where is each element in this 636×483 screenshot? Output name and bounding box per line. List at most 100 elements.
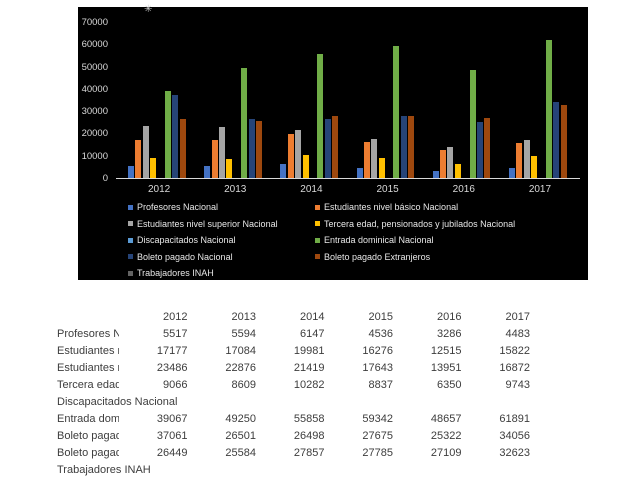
value-cell: 27675 [362,430,393,442]
table-row: Discapacitados Nacional [57,394,530,411]
legend-label: Trabajadores INAH [137,268,214,279]
y-axis-tick-label: 0 [102,173,108,184]
value-cell [188,394,257,411]
legend-marker [315,204,320,210]
bar [477,121,484,178]
bar-slot [218,22,226,178]
bar [400,116,407,178]
row-label-cell: Boleto pagado Nacional [57,430,119,442]
value-cell: 32623 [499,447,530,459]
bar [135,139,142,178]
bar [393,45,400,178]
bar [128,165,134,178]
bar-slot [363,22,371,178]
value-cell: 34056 [499,430,530,442]
bar [179,119,186,178]
bar [324,118,331,178]
value-cell: 22876 [225,362,256,374]
value-cell: 48657 [430,413,462,425]
value-cell: 23486 [156,362,188,374]
bar-slot [317,22,324,178]
value-cell: 37061 [156,430,188,442]
value-cell: 26498 [293,430,325,442]
x-axis-line [116,178,580,179]
value-cell: 27857 [293,447,325,459]
legend-label: Profesores Nacional [137,202,219,213]
legend-item: Profesores Nacional [128,202,315,212]
bar [302,155,309,178]
bar-slot [164,22,172,178]
bar-slot [179,22,187,178]
value-cell: 8609 [231,379,256,391]
bar-slot [386,22,393,178]
value-cell: 21419 [293,362,325,374]
value-cell: 55858 [293,413,325,425]
bar-slot [226,22,233,178]
value-cell: 12515 [430,345,462,357]
bar-slot [172,22,179,178]
bar-slot [492,22,499,178]
value-cell: 17084 [225,345,256,357]
bar-slot [545,22,553,178]
y-axis-tick-label: 60000 [81,39,108,51]
value-cell: 5594 [231,328,256,340]
value-cell: 15822 [499,345,530,357]
bar-group [502,22,578,178]
bar [211,139,218,178]
y-axis-tick-label: 70000 [81,17,108,28]
table-row: Entrada dominical Nacional 39067 49250 5585… [57,411,530,428]
bar-slot [310,22,317,178]
y-axis-tick-label: 50000 [81,61,108,73]
bar [484,117,491,178]
value-cell: 27109 [430,447,462,459]
bar-slot [234,22,241,178]
value-cell: 6350 [437,379,462,391]
table-row: Profesores Nacional 5517 5594 6147 4536 3286 4… [57,326,530,343]
bar [363,141,370,178]
table-corner-cell [57,309,119,326]
plot-area [121,22,578,178]
table-row: Trabajadores INAH [57,462,530,479]
bar-slot [408,22,415,178]
y-axis-tick-label: 40000 [81,83,108,95]
bar [523,140,530,178]
y-axis-tick-label: 10000 [81,150,108,162]
legend-marker [315,221,320,227]
legend-label: Estudiantes nivel básico Nacional [324,202,459,213]
value-cell [393,462,462,479]
x-axis-year-label: 2015 [376,184,399,195]
x-axis-year-label: 2013 [224,184,247,195]
bar-slot [531,22,538,178]
legend-item: Discapacitados Nacional [128,235,315,245]
legend-marker [128,204,133,210]
bar [560,105,567,178]
row-label-cell: Estudiantes nivel superior Nacional [57,362,119,374]
bar [553,102,560,178]
value-cell: 6147 [300,328,325,340]
row-label-cell: Tercera edad, pensionados y jubilados Na… [57,379,119,391]
x-axis-year-label: 2014 [300,184,323,195]
row-label-cell: Estudiantes nivel básico Nacional [57,345,119,357]
row-label-cell: Trabajadores INAH [57,464,151,476]
y-axis-tick-label: 20000 [81,128,108,140]
bar-group [273,22,349,178]
bar [356,167,363,178]
legend-marker [128,237,133,243]
bar-slot [393,22,400,178]
bar-slot [432,22,440,178]
bar-slot [135,22,142,178]
value-cell [256,394,325,411]
legend-marker [315,237,320,243]
value-cell: 39067 [156,413,188,425]
value-cell [325,462,394,479]
table-header-cell: 2013 [231,311,256,323]
bar [226,158,233,178]
bar-slot [553,22,560,178]
bar [172,95,179,178]
bar [295,130,302,178]
row-label-cell: Discapacitados Nacional [57,396,178,408]
bar-slot [339,22,346,178]
bar-group [350,22,426,178]
value-cell: 27785 [362,447,393,459]
bar-slot [378,22,386,178]
